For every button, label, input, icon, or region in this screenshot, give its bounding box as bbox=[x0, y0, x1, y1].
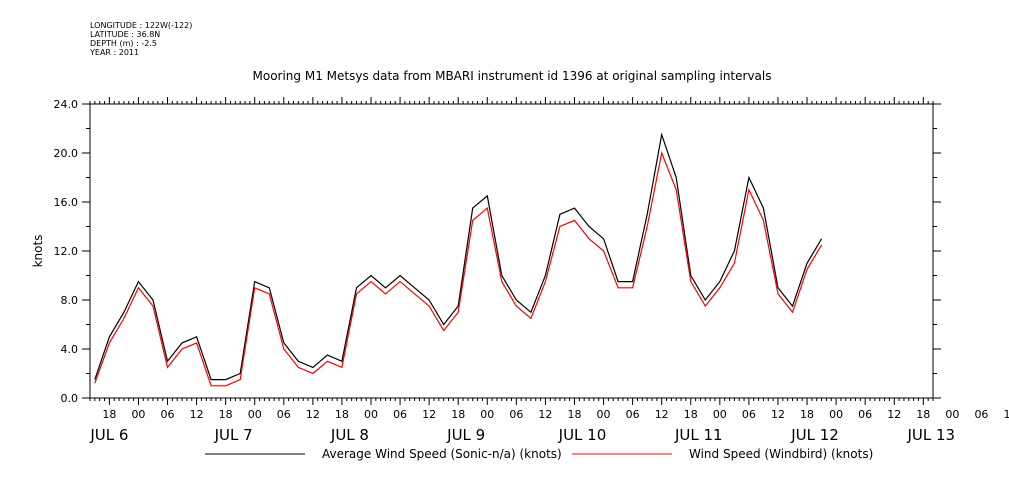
x-hour-label: 12 bbox=[1004, 408, 1009, 421]
y-tick-label: 0.0 bbox=[61, 392, 79, 405]
x-hour-label: 06 bbox=[858, 408, 872, 421]
chart-title: Mooring M1 Metsys data from MBARI instru… bbox=[253, 69, 772, 83]
x-day-label: JUL 8 bbox=[330, 426, 369, 444]
x-hour-label: 12 bbox=[190, 408, 204, 421]
x-day-label: JUL 9 bbox=[446, 426, 485, 444]
y-tick-label: 16.0 bbox=[54, 196, 79, 209]
y-tick-label: 20.0 bbox=[54, 147, 79, 160]
x-hour-label: 18 bbox=[684, 408, 698, 421]
legend-label-windbird: Wind Speed (Windbird) (knots) bbox=[689, 447, 873, 461]
x-hour-label: 12 bbox=[655, 408, 669, 421]
x-hour-label: 18 bbox=[800, 408, 814, 421]
x-hour-label: 00 bbox=[131, 408, 145, 421]
y-tick-label: 8.0 bbox=[61, 294, 79, 307]
avg-wind-speed-line bbox=[94, 132, 823, 381]
x-hour-label: 12 bbox=[538, 408, 552, 421]
x-hour-label: 06 bbox=[509, 408, 523, 421]
x-hour-label: 06 bbox=[393, 408, 407, 421]
x-hour-label: 06 bbox=[742, 408, 756, 421]
y-tick-label: 24.0 bbox=[54, 98, 79, 111]
x-hour-label: 06 bbox=[626, 408, 640, 421]
depth-label: DEPTH (m) : -2.5 bbox=[90, 39, 157, 48]
longitude-label: LONGITUDE : 122W(-122) bbox=[90, 21, 193, 30]
latitude-label: LATITUDE : 36.8N bbox=[90, 30, 161, 39]
x-hour-label: 00 bbox=[945, 408, 959, 421]
x-hour-label: 00 bbox=[248, 408, 262, 421]
x-hour-label: 18 bbox=[567, 408, 581, 421]
series-layer bbox=[94, 132, 823, 387]
y-tick-label: 12.0 bbox=[54, 245, 79, 258]
windbird-speed-line bbox=[94, 150, 823, 387]
y-tick-label: 4.0 bbox=[61, 343, 79, 356]
x-hour-label: 18 bbox=[916, 408, 930, 421]
x-day-label: JUL 13 bbox=[906, 426, 955, 444]
x-hour-label: 00 bbox=[597, 408, 611, 421]
x-hour-label: 12 bbox=[771, 408, 785, 421]
x-hour-label: 12 bbox=[306, 408, 320, 421]
x-hour-label: 06 bbox=[277, 408, 291, 421]
x-day-label: JUL 11 bbox=[674, 426, 723, 444]
year-label: YEAR : 2011 bbox=[90, 48, 140, 57]
mooring-metadata: LONGITUDE : 122W(-122) LATITUDE : 36.8N … bbox=[90, 21, 192, 57]
y-axis-title: knots bbox=[31, 235, 45, 268]
x-hour-label: 18 bbox=[219, 408, 233, 421]
y-axis-ticks: 0.0 4.0 8.0 12.0 16.0 20.0 24.0 bbox=[54, 98, 941, 405]
x-day-label: JUL 6 bbox=[89, 426, 128, 444]
plot-frame bbox=[89, 103, 934, 399]
x-hour-label: 12 bbox=[422, 408, 436, 421]
x-hour-label: 00 bbox=[364, 408, 378, 421]
x-day-label: JUL 12 bbox=[790, 426, 839, 444]
x-hour-label: 18 bbox=[451, 408, 465, 421]
x-axis-ticks: 18 00 06 12 18 00 06 12 18 00 06 12 18 00 06 12 18 00 06 12… bbox=[89, 97, 1009, 444]
legend-label-avg: Average Wind Speed (Sonic-n/a) (knots) bbox=[322, 447, 562, 461]
x-hour-label: 18 bbox=[335, 408, 349, 421]
x-hour-label: 00 bbox=[829, 408, 843, 421]
x-hour-label: 00 bbox=[713, 408, 727, 421]
x-hour-label: 00 bbox=[480, 408, 494, 421]
x-day-label: JUL 10 bbox=[558, 426, 607, 444]
x-hour-label: 06 bbox=[161, 408, 175, 421]
x-hour-label: 12 bbox=[887, 408, 901, 421]
x-hour-label: 18 bbox=[102, 408, 116, 421]
x-hour-label: 06 bbox=[974, 408, 988, 421]
x-day-label: JUL 7 bbox=[214, 426, 253, 444]
legend: Average Wind Speed (Sonic-n/a) (knots) Wi… bbox=[205, 447, 873, 461]
